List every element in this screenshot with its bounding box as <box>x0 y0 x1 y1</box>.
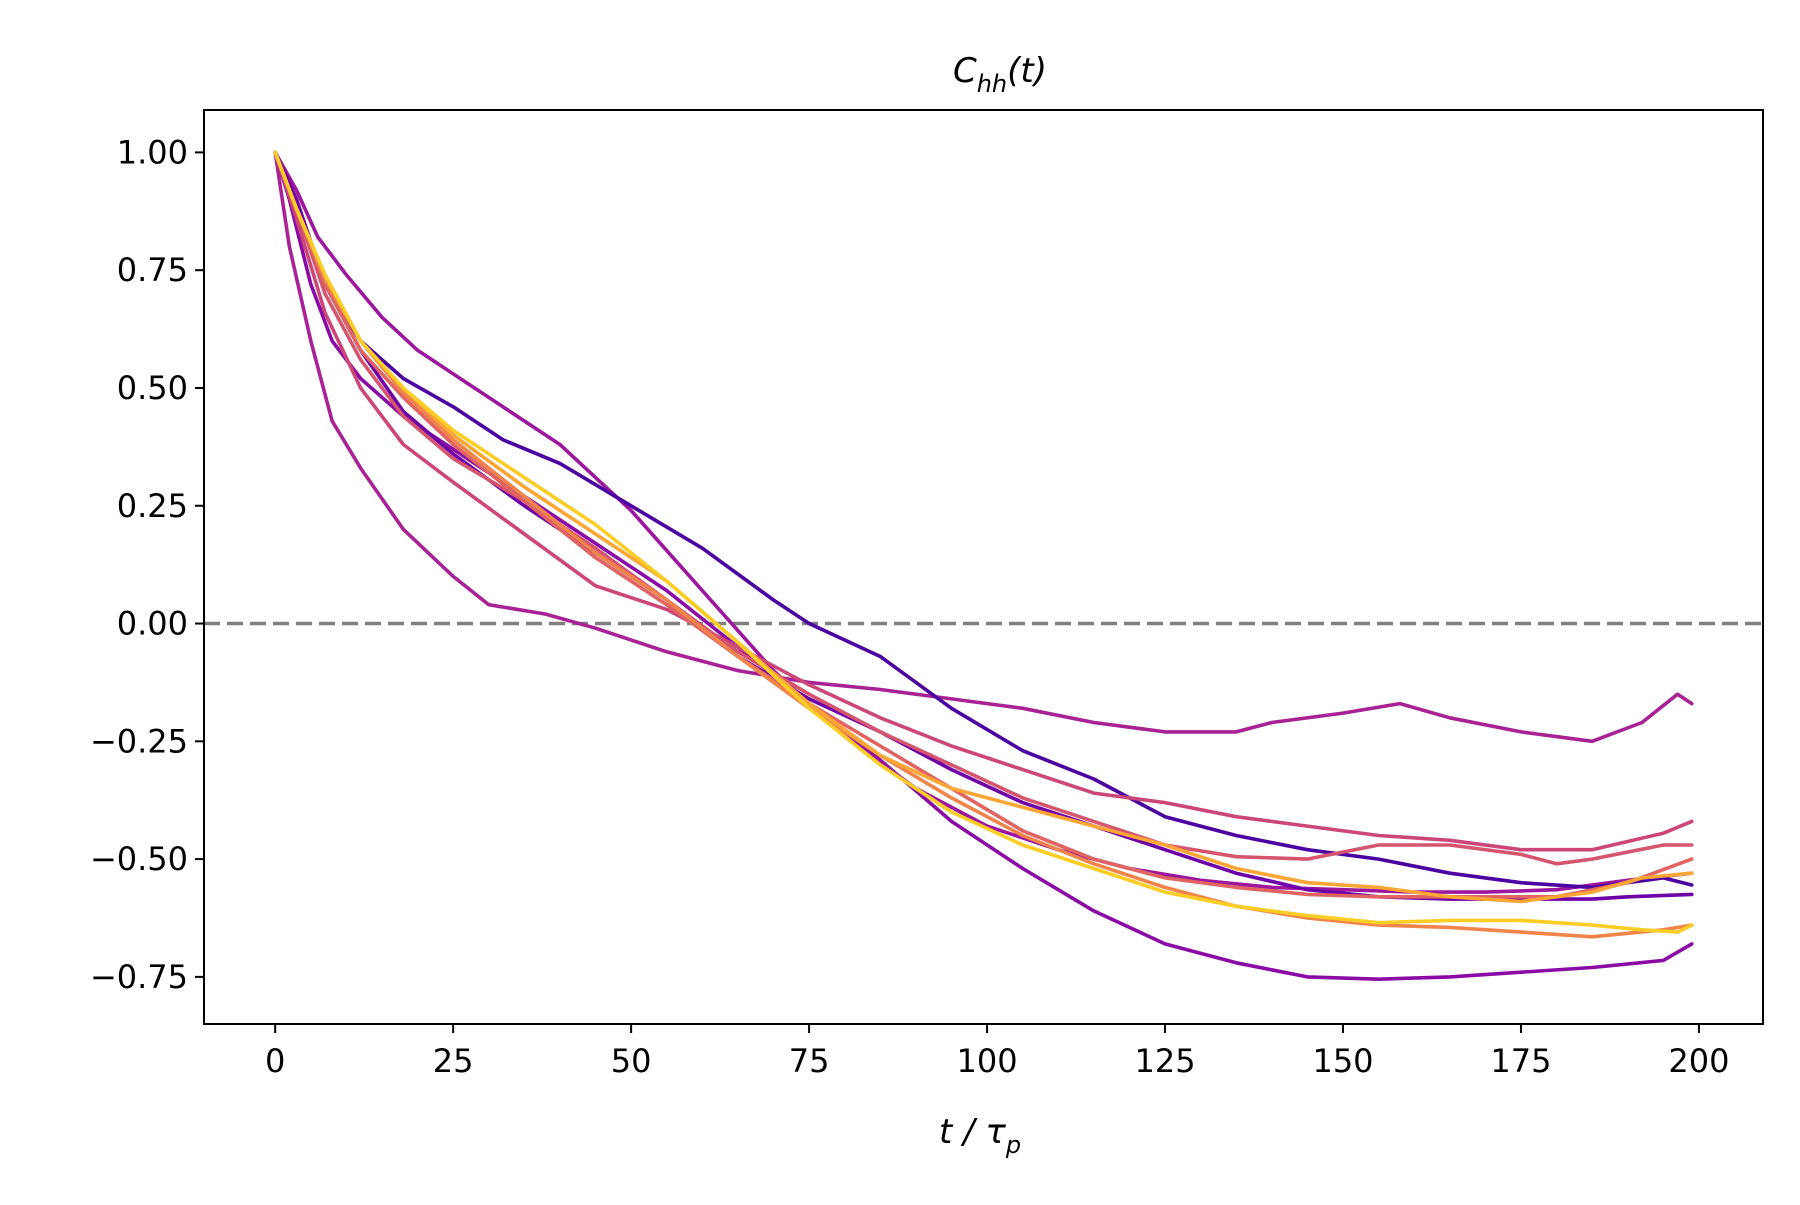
y-tick-label-0: 1.00 <box>117 133 188 171</box>
x-tick-label-100: 100 <box>957 1042 1018 1080</box>
plot-frame <box>203 109 1764 1025</box>
series-line-10 <box>273 150 1694 904</box>
series-line-9 <box>273 150 1694 939</box>
series-line-2 <box>273 150 1694 744</box>
plot-area: 0 25 50 75 100 125 150 175 200 1.00 0.75 0.50 0.25 0.… <box>90 109 1764 1080</box>
x-axis-title-main: t / τ <box>939 1112 1006 1152</box>
x-tick-label-125: 125 <box>1134 1042 1195 1080</box>
y-tick-label-5: −0.25 <box>90 722 188 760</box>
x-tick-label-75: 75 <box>789 1042 830 1080</box>
title-subscript: hh <box>977 70 1007 98</box>
y-tick-label-1: 0.75 <box>117 251 188 289</box>
series-line-1 <box>273 150 1694 981</box>
y-tick-label-7: −0.75 <box>90 958 188 996</box>
chart-title: Chh(t) <box>953 51 1047 98</box>
y-tick-label-3: 0.25 <box>117 487 188 525</box>
series-line-7 <box>273 150 1694 866</box>
x-tick-label-50: 50 <box>611 1042 652 1080</box>
series-line-6 <box>273 150 1694 852</box>
x-tick-label-0: 0 <box>265 1042 285 1080</box>
x-axis-title-subscript: p <box>1005 1131 1021 1159</box>
title-rest: (t) <box>1007 51 1047 91</box>
series-line-4 <box>273 150 1694 890</box>
x-tick-label-175: 175 <box>1490 1042 1551 1080</box>
y-tick-label-4: 0.00 <box>117 605 188 643</box>
series-line-5 <box>273 150 1694 901</box>
x-tick-label-25: 25 <box>433 1042 474 1080</box>
y-tick-label-2: 0.50 <box>117 369 188 407</box>
y-tick-label-6: −0.50 <box>90 840 188 878</box>
x-axis-title: t / τp <box>939 1112 1021 1159</box>
series-line-11 <box>273 150 1694 934</box>
title-main: C <box>953 51 977 91</box>
x-tick-label-200: 200 <box>1668 1042 1729 1080</box>
x-tick-label-150: 150 <box>1312 1042 1373 1080</box>
